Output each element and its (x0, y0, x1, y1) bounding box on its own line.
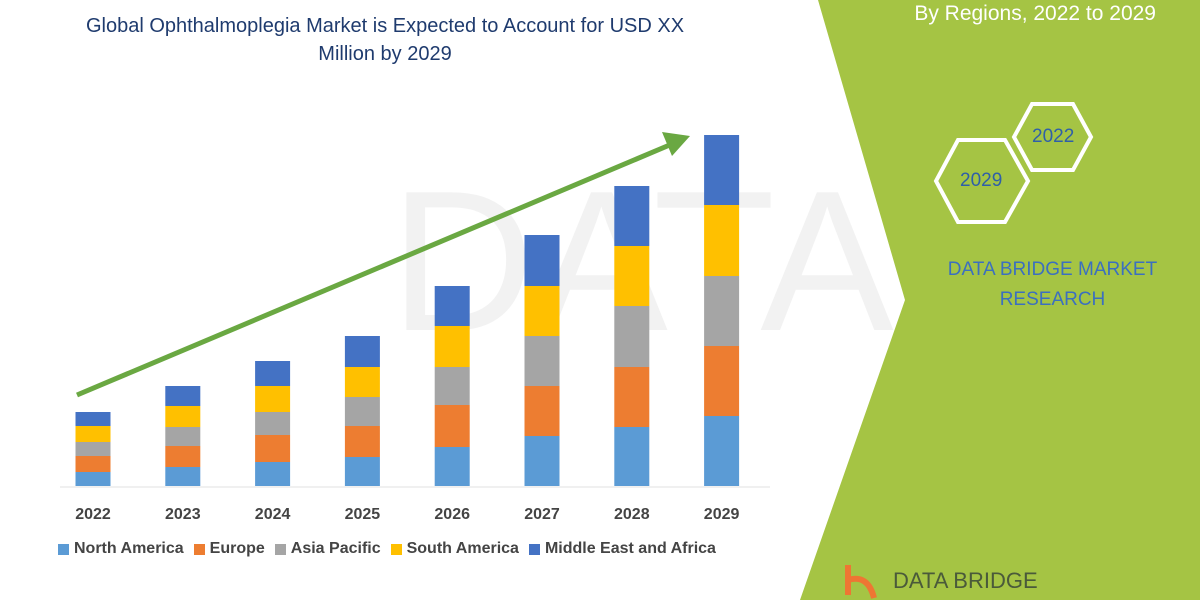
bar-segment (614, 246, 650, 306)
x-tick-label: 2024 (255, 506, 291, 523)
brand-name: DATA BRIDGE MARKET RESEARCH (947, 259, 1158, 310)
bar-segment (165, 386, 201, 406)
bar-segment (255, 386, 291, 412)
legend-swatch (274, 543, 286, 555)
bar-segment (344, 397, 380, 426)
hex-year-2022: 2022 (1032, 126, 1075, 147)
trend-arrow-head (662, 132, 690, 156)
x-tick-label: 2022 (75, 506, 111, 523)
x-tick-label: 2025 (345, 506, 381, 523)
bar-segment (524, 436, 560, 486)
x-tick-label: 2028 (614, 506, 650, 523)
legend-item: North America (58, 540, 184, 558)
bar-segment (165, 467, 201, 486)
bar-segment (614, 427, 650, 486)
bar-segment (524, 286, 560, 336)
legend-label: Europe (209, 540, 265, 557)
bar-segment (344, 457, 380, 486)
x-tick-label: 2023 (165, 506, 201, 523)
bar-segment (524, 386, 560, 436)
trend-arrow (76, 141, 673, 398)
legend-label: Asia Pacific (290, 540, 381, 557)
logo-text: DATA BRIDGE (893, 568, 1038, 593)
bar-segment (255, 361, 291, 386)
bar-segment (704, 205, 740, 276)
bar-segment (344, 367, 380, 397)
bar-segment (614, 186, 650, 246)
legend-swatch (58, 543, 69, 555)
logo-icon (845, 565, 877, 599)
legend-label: Middle East and Africa (544, 540, 716, 557)
legend: North America Europe Asia Pacific South … (58, 540, 716, 558)
bar-segment (704, 346, 740, 416)
bar-segment (165, 427, 201, 446)
hexagon-2029 (933, 138, 1031, 224)
bar-segment (434, 326, 470, 367)
bar-segment (75, 472, 111, 486)
legend-swatch (528, 543, 540, 555)
bar-segment (255, 462, 291, 486)
side-panel (800, 0, 1200, 600)
bar-segment (344, 336, 380, 367)
bar-segment (165, 406, 201, 427)
bar-segment (704, 416, 740, 486)
chart-subtitle: By Regions, 2022 to 2029 (914, 2, 1156, 25)
chart-title: Global Ophthalmoplegia Market is Expecte… (85, 15, 685, 65)
legend-item: South America (390, 540, 519, 558)
x-tick-label: 2029 (704, 506, 740, 523)
bar-segment (524, 336, 560, 386)
bar-segment (75, 412, 111, 426)
bar-segment (614, 367, 650, 427)
legend-label: North America (74, 540, 184, 557)
bar-segment (434, 286, 470, 326)
bar-segment (434, 447, 470, 486)
legend-item: Asia Pacific (274, 540, 381, 558)
bar-segment (614, 306, 650, 367)
bar-segment (434, 367, 470, 405)
legend-swatch (193, 543, 205, 555)
legend-item: Middle East and Africa (528, 540, 716, 558)
x-tick-label: 2026 (434, 506, 470, 523)
bar-segment (704, 135, 740, 205)
bar-segment (75, 426, 111, 442)
bar-segment (434, 405, 470, 447)
bar-segment (165, 446, 201, 467)
bar-segment (75, 456, 111, 472)
x-tick-label: 2027 (524, 506, 560, 523)
bar-segment (704, 276, 740, 346)
bar-segment (524, 235, 560, 286)
legend-label: South America (406, 540, 519, 557)
hexagon-2022 (1011, 102, 1094, 172)
bar-segment (255, 435, 291, 462)
bar-segment (255, 412, 291, 435)
legend-swatch (390, 543, 402, 555)
hex-year-2029: 2029 (960, 170, 1003, 191)
bar-segment (344, 426, 380, 457)
bar-segment (75, 442, 111, 456)
legend-item: Europe (193, 540, 265, 558)
